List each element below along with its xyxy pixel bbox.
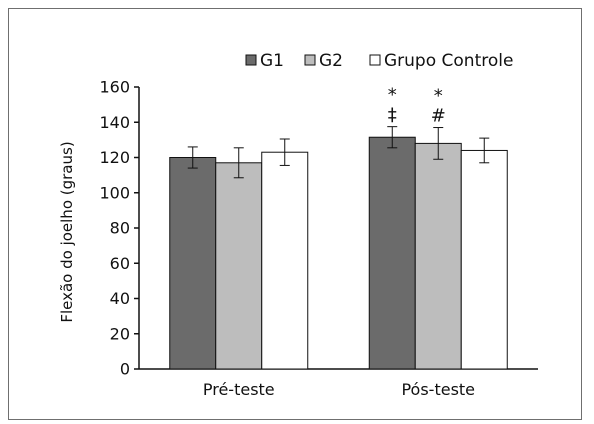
- y-tick-label-3: 60: [110, 254, 130, 273]
- y-tick-label-8: 160: [99, 78, 130, 97]
- annotation-0-1: ‡: [388, 105, 397, 126]
- x-tick-label-1: Pós-teste: [401, 380, 475, 399]
- bar-grupo-controle-1: [460, 149, 508, 370]
- legend-label-grupo-controle: Grupo Controle: [384, 51, 513, 71]
- y-tick-label-4: 80: [110, 219, 130, 238]
- legend: G1 G2 Grupo Controle: [245, 51, 513, 71]
- legend-swatch-grupo-controle: [369, 54, 381, 66]
- bar-g1-1: [368, 136, 416, 370]
- annotation-1-0: *: [434, 86, 443, 107]
- bar-grupo-controle-0: [261, 151, 309, 370]
- y-tick-label-0: 0: [120, 360, 130, 379]
- legend-swatch-g2: [304, 54, 316, 66]
- annotation-0-0: *: [388, 85, 397, 106]
- bar-g2-1: [414, 142, 462, 370]
- bar-g1-0: [169, 157, 217, 370]
- bar-g2-0: [215, 162, 263, 370]
- y-axis-label: Flexão do joelho (graus): [58, 141, 76, 322]
- y-tick-label-7: 140: [99, 113, 130, 132]
- y-tick-label-5: 100: [99, 183, 130, 202]
- legend-label-g2: G2: [319, 51, 343, 71]
- y-tick-label-6: 120: [99, 148, 130, 167]
- legend-label-g1: G1: [260, 51, 284, 71]
- annotation-1-1: #: [431, 106, 446, 127]
- y-tick-label-2: 40: [110, 289, 130, 308]
- bars: *‡*#: [169, 85, 508, 370]
- y-tick-label-1: 20: [110, 324, 130, 343]
- x-tick-label-0: Pré-teste: [203, 380, 275, 399]
- legend-swatch-g1: [245, 54, 257, 66]
